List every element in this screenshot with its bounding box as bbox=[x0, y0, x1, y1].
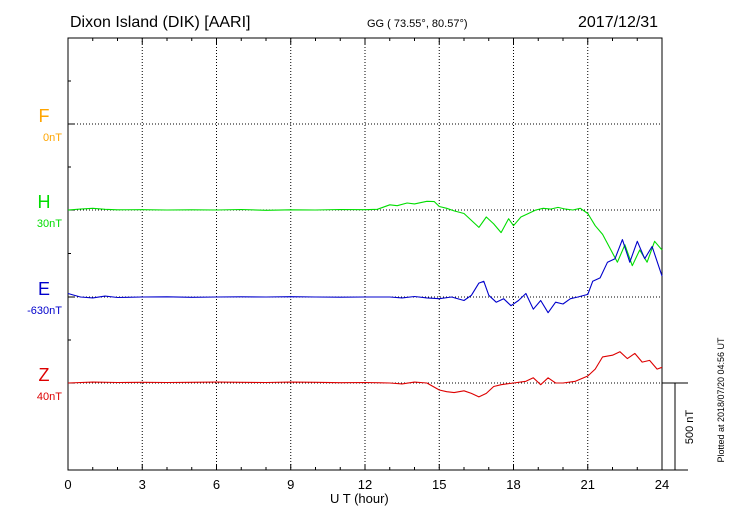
geographic-coordinates: GG ( 73.55°, 80.57°) bbox=[367, 18, 468, 30]
traces bbox=[67, 200, 663, 398]
component-letter-h: H bbox=[37, 192, 51, 212]
x-tick-label: 18 bbox=[506, 477, 520, 492]
trace-e bbox=[67, 239, 663, 314]
station-title: Dixon Island (DIK) [AARI] bbox=[70, 14, 251, 31]
x-tick-label: 21 bbox=[581, 477, 595, 492]
component-baseline-h: 30nT bbox=[36, 218, 62, 230]
x-tick-label: 0 bbox=[64, 477, 71, 492]
component-baseline-f: 0nT bbox=[43, 132, 62, 144]
x-ticks: 0 3 6 9 12 15 18 21 24 bbox=[64, 38, 669, 492]
horizontal-grid bbox=[68, 80, 662, 384]
x-tick-label: 15 bbox=[432, 477, 446, 492]
component-letter-z: Z bbox=[38, 365, 50, 385]
plot-date: 2017/12/31 bbox=[578, 14, 659, 31]
component-baseline-z: 40nT bbox=[36, 391, 62, 403]
plotted-timestamp: Plotted at 2018/07/20 04:56 UT bbox=[716, 337, 726, 463]
trace-h bbox=[67, 200, 663, 267]
x-tick-label: 6 bbox=[213, 477, 220, 492]
x-tick-label: 12 bbox=[358, 477, 372, 492]
x-tick-label: 9 bbox=[287, 477, 294, 492]
component-letter-f: F bbox=[38, 106, 50, 126]
scale-bar-label: 500 nT bbox=[684, 409, 696, 445]
component-baseline-e: -630nT bbox=[27, 305, 62, 317]
component-letter-e: E bbox=[37, 279, 51, 299]
x-tick-label: 24 bbox=[655, 477, 669, 492]
x-tick-label: 3 bbox=[139, 477, 146, 492]
scale-bar bbox=[662, 382, 688, 471]
trace-z bbox=[67, 351, 663, 398]
vertical-grid bbox=[141, 38, 589, 470]
x-axis-label: U T (hour) bbox=[330, 491, 389, 506]
